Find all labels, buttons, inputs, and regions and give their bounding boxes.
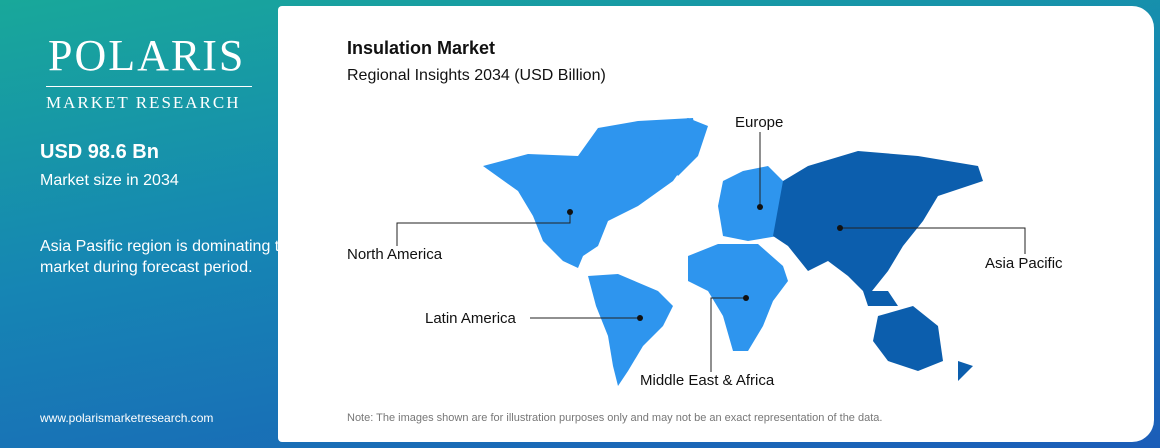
insight: Asia Pasific region is dominating the ma… [40, 238, 298, 276]
leader-line [840, 227, 1026, 254]
note: Note: The images shown are for illustrat… [347, 412, 882, 424]
subtitle: Regional Insights 2034 (USD Billion) [347, 67, 606, 84]
marker-dot [743, 295, 749, 301]
region-label: North America [347, 246, 443, 263]
marker-dot [837, 225, 843, 231]
north-america [483, 118, 698, 268]
marker-dot [567, 209, 573, 215]
brand-name: POLARIS [48, 31, 246, 80]
asia-pacific [773, 151, 983, 381]
marker-dot [637, 315, 643, 321]
leader-line [710, 297, 746, 372]
card: Insulation Market Regional Insights 2034… [278, 6, 1154, 442]
headline: USD 98.6 Bn [40, 141, 159, 163]
continents [483, 118, 788, 386]
brand-rule [46, 86, 252, 87]
website[interactable]: www.polarismarketresearch.com [40, 411, 214, 425]
region-label: Asia Pacific [985, 255, 1063, 272]
callouts: Europe North America Asia Pacific Latin Ame… [347, 114, 1063, 389]
title: Insulation Market [347, 38, 495, 58]
marker-dot [757, 204, 763, 210]
leader-line [396, 212, 571, 246]
latin-america [588, 274, 673, 386]
brand-tagline: MARKET RESEARCH [46, 93, 241, 112]
region-label: Latin America [425, 310, 517, 327]
region-label: Middle East & Africa [640, 372, 775, 389]
europe [718, 166, 788, 241]
headline-caption: Market size in 2034 [40, 172, 179, 189]
map: Insulation Market Regional Insights 2034… [347, 38, 1063, 424]
region-label: Europe [735, 114, 783, 131]
greenland [658, 118, 708, 176]
